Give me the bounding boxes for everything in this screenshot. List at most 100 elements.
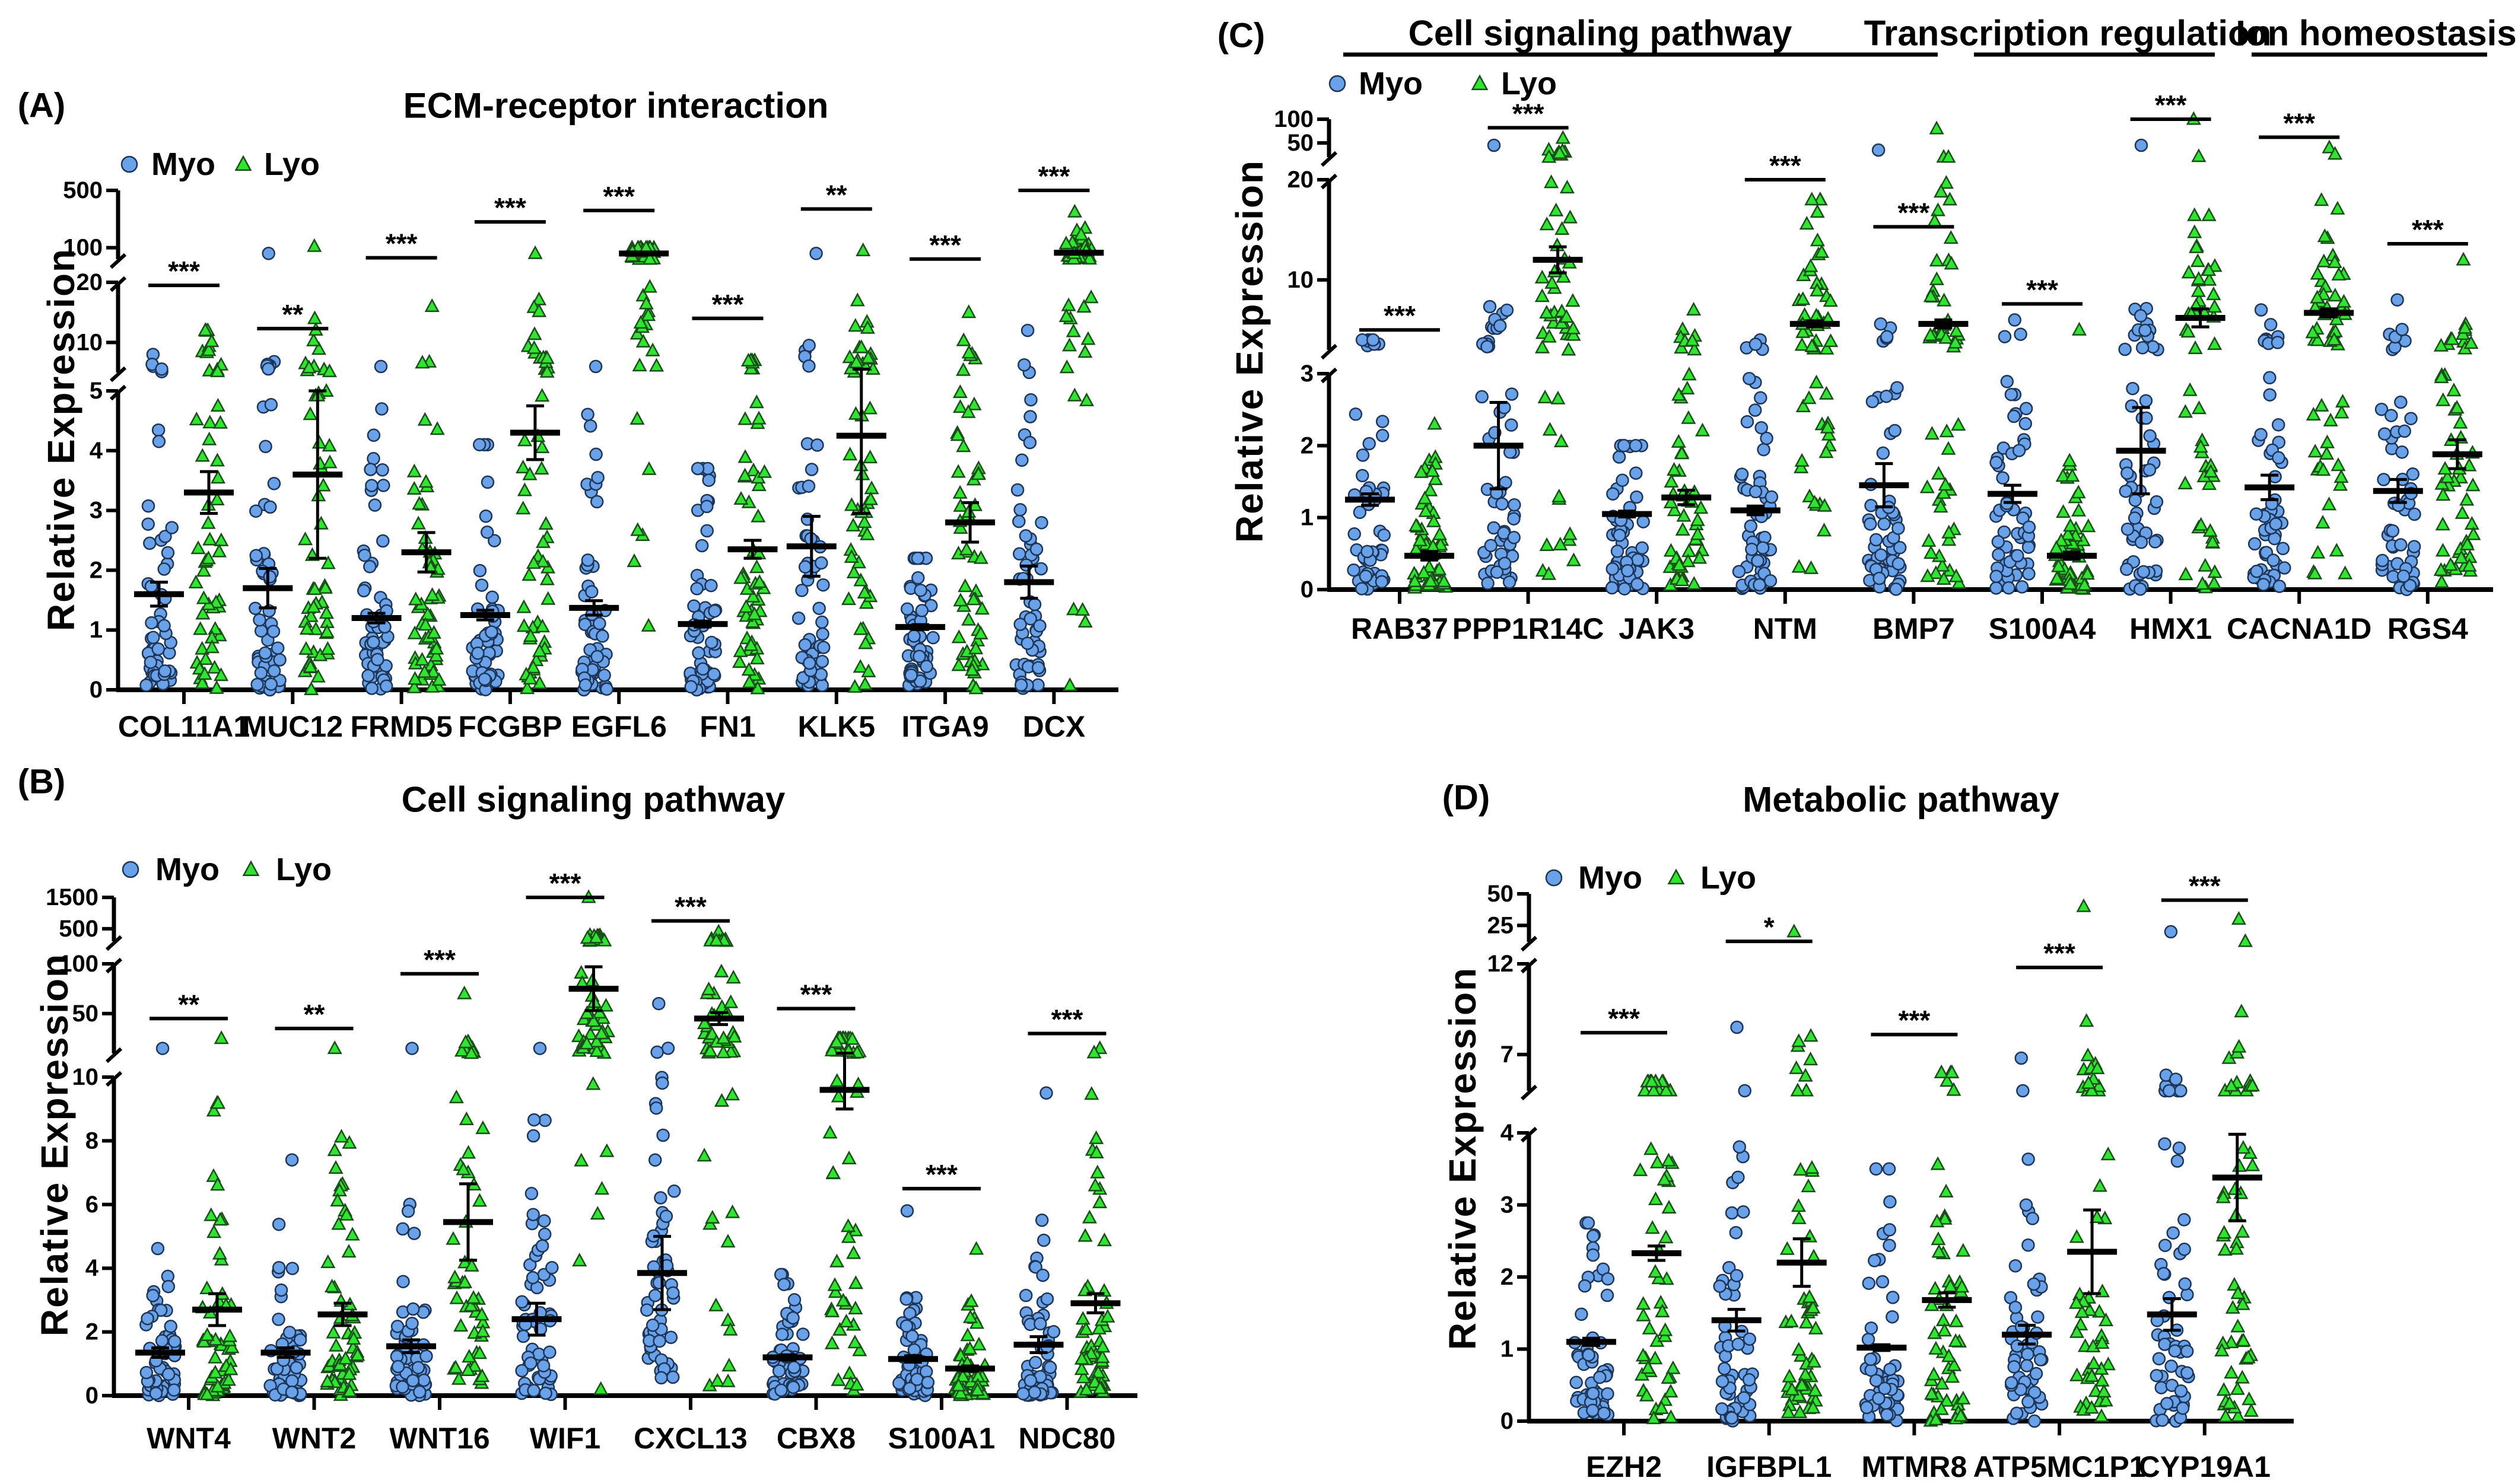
data-point-myo: [157, 562, 171, 576]
data-point-myo: [1748, 403, 1762, 417]
data-point-myo: [2176, 1401, 2190, 1415]
data-point-myo: [1610, 544, 1624, 558]
data-point-myo: [2010, 1406, 2024, 1420]
data-point-myo: [2018, 417, 2033, 431]
data-point-lyo: [961, 345, 977, 359]
data-point-myo: [376, 463, 389, 477]
data-point-myo: [479, 509, 493, 523]
data-point-myo: [2134, 582, 2147, 596]
data-point-myo: [1635, 541, 1649, 555]
data-point-lyo: [2182, 382, 2198, 396]
data-point-lyo: [749, 650, 765, 665]
legend-lyo-marker: [1667, 868, 1685, 884]
data-point-myo: [258, 646, 272, 660]
data-point-lyo: [831, 1372, 846, 1386]
x-tick-label: NDC80: [1019, 1422, 1116, 1455]
data-point-lyo: [2191, 148, 2207, 163]
data-point-lyo: [322, 438, 337, 452]
data-point-lyo: [579, 1036, 594, 1050]
data-point-lyo: [1821, 426, 1837, 441]
data-point-myo: [796, 1327, 810, 1341]
data-point-lyo: [1539, 537, 1554, 551]
gene-group-igfbpl1: IGFBPL1 *: [1706, 912, 1832, 1483]
x-tick-label: WNT2: [272, 1422, 357, 1455]
data-point-myo: [581, 553, 595, 567]
data-point-myo: [2169, 1072, 2183, 1086]
data-point-lyo: [2329, 543, 2344, 557]
data-point-lyo: [705, 1209, 720, 1224]
data-point-lyo: [720, 1312, 736, 1326]
data-point-lyo: [1937, 1211, 1953, 1225]
data-point-myo: [374, 359, 388, 374]
data-point-lyo: [1675, 521, 1690, 536]
data-point-lyo: [723, 1321, 738, 1336]
data-point-myo: [2021, 540, 2036, 554]
data-point-myo: [1865, 394, 1880, 409]
data-point-lyo: [1807, 495, 1822, 509]
data-point-myo: [2154, 1381, 2169, 1394]
data-point-myo: [1047, 1325, 1061, 1339]
data-point-myo: [485, 590, 499, 604]
data-point-lyo: [303, 659, 318, 673]
data-point-myo: [250, 677, 264, 692]
data-point-myo: [1035, 1214, 1049, 1227]
data-point-myo: [1998, 330, 2012, 343]
data-point-lyo: [2435, 517, 2450, 531]
data-point-myo: [2150, 495, 2164, 509]
data-point-lyo: [454, 1043, 470, 1057]
data-point-myo: [707, 667, 721, 681]
data-point-myo: [478, 672, 492, 686]
data-point-myo: [597, 668, 611, 682]
data-point-lyo: [1077, 613, 1093, 628]
data-point-lyo: [208, 1364, 223, 1378]
data-point-myo: [1630, 577, 1644, 591]
data-point-lyo: [714, 1093, 730, 1107]
data-point-lyo: [1928, 1340, 1944, 1355]
data-point-lyo: [1803, 560, 1819, 574]
data-point-lyo: [333, 1129, 349, 1143]
data-point-myo: [2014, 1051, 2029, 1065]
data-point-myo: [396, 1380, 409, 1394]
data-point-lyo: [2224, 1334, 2239, 1348]
data-point-lyo: [1941, 532, 1957, 546]
data-point-myo: [391, 1359, 405, 1374]
y-tick-label: 1: [90, 617, 103, 643]
data-point-lyo: [974, 601, 990, 615]
data-point-myo: [926, 630, 940, 645]
data-point-lyo: [523, 670, 538, 684]
data-point-myo: [1883, 1238, 1896, 1252]
data-point-myo: [527, 1113, 541, 1127]
data-point-myo: [2254, 428, 2268, 441]
data-point-lyo: [589, 1033, 605, 1047]
data-point-lyo: [210, 470, 226, 484]
data-point-lyo: [864, 480, 879, 495]
data-point-lyo: [860, 320, 875, 334]
data-point-myo: [1362, 437, 1376, 451]
data-point-myo: [1869, 1162, 1883, 1176]
legend-myo-marker: [120, 155, 138, 173]
data-point-lyo: [1633, 1162, 1648, 1176]
significance-label: ***: [2026, 274, 2058, 305]
data-point-lyo: [1066, 323, 1081, 337]
data-point-myo: [1480, 340, 1494, 354]
data-point-lyo: [523, 628, 538, 642]
data-point-myo: [591, 470, 605, 485]
y-tick-label: 500: [63, 177, 103, 203]
data-point-lyo: [1784, 1381, 1800, 1396]
data-point-myo: [704, 578, 718, 593]
data-point-lyo: [2330, 200, 2345, 215]
gene-group-fcgbp: FCGBP ***: [458, 192, 562, 743]
gene-group-frmd5: FRMD5 ***: [350, 228, 452, 743]
data-point-lyo: [198, 651, 214, 665]
data-point-myo: [589, 447, 603, 461]
data-point-lyo: [2327, 254, 2342, 268]
data-point-lyo: [1940, 1073, 1955, 1087]
data-point-lyo: [737, 467, 753, 482]
legend-lyo-marker: [234, 155, 252, 171]
data-point-myo: [1019, 529, 1033, 543]
data-point-myo: [285, 1385, 299, 1399]
data-point-myo: [1878, 1381, 1891, 1396]
data-point-lyo: [1939, 1393, 1954, 1407]
data-point-lyo: [2086, 1355, 2101, 1370]
data-point-lyo: [641, 461, 657, 475]
